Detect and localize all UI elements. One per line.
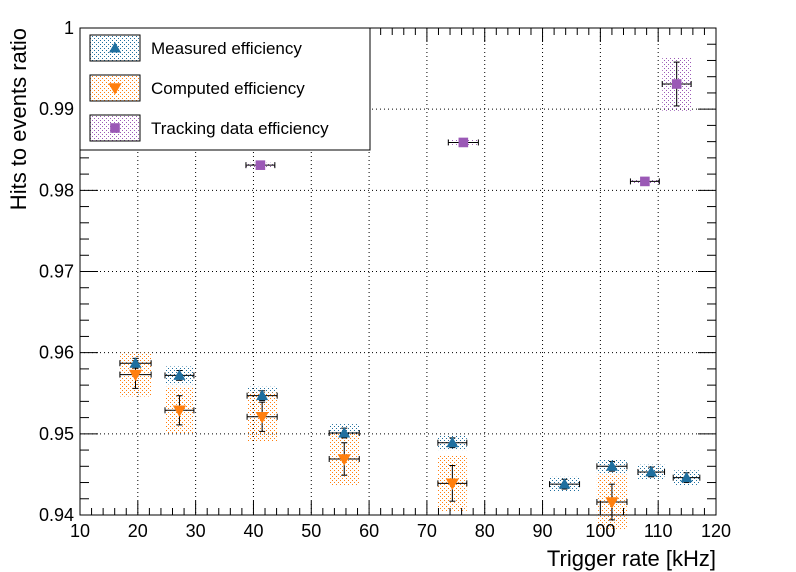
x-tick-label: 110 (644, 521, 673, 541)
computed-efficiencypoint (337, 454, 351, 466)
x-tick-label: 120 (701, 521, 731, 541)
measured-efficiencypoint (173, 369, 186, 380)
measured-efficiencypoint (446, 436, 459, 448)
measured-efficiencypoint (605, 460, 618, 471)
measured-efficiencypoint (129, 357, 142, 368)
x-tick-label: 100 (585, 521, 615, 541)
computed-efficiencypoint (605, 497, 619, 509)
tick-labels: 10 20 30 40 50 60 70 80 90 100 110 120 0.94 0.95 0.96 0… (39, 18, 731, 541)
x-tick-label: 10 (70, 521, 90, 541)
computed-efficiencypoint (445, 478, 459, 490)
x-tick-label: 40 (243, 521, 263, 541)
legend-label: Tracking data efficiency (151, 119, 329, 138)
x-axis-title: Trigger rate [kHz] (547, 546, 716, 571)
computed-efficiencypoint (128, 369, 143, 382)
x-tick-label: 70 (417, 521, 437, 541)
x-tick-label: 50 (301, 521, 321, 541)
y-tick-label: 0.97 (39, 262, 74, 282)
legend-marker-tracking-data-efficiency (110, 123, 120, 133)
legend-marker-computed-efficiency (108, 83, 122, 95)
y-tick-label: 0.96 (39, 343, 74, 363)
legend-label: Measured efficiency (151, 39, 302, 58)
measured-efficiencypoint (680, 471, 693, 483)
computed-efficiencypoint (255, 411, 269, 424)
computed-efficiencypoint (172, 405, 187, 417)
measured-efficiencypoint (256, 389, 269, 401)
x-tick-label: 90 (533, 521, 553, 541)
legend-label: Computed efficiency (151, 79, 305, 98)
y-tick-label: 1 (64, 18, 74, 38)
legend: Measured efficiency Computed efficiency Tr… (79, 27, 371, 151)
x-tick-label: 30 (186, 521, 206, 541)
legend-marker-measured-efficiency (109, 42, 121, 53)
x-tick-label: 80 (475, 521, 495, 541)
y-tick-label: 0.95 (39, 424, 74, 444)
measured-efficiencypoint (558, 478, 571, 489)
measured-efficiencypoint (645, 465, 658, 477)
tracking-data-efficiencypoint (640, 176, 650, 187)
measured-efficiencypoint (338, 427, 351, 438)
y-tick-label: 0.99 (39, 99, 74, 119)
data-markers (128, 79, 693, 509)
tracking-data-efficiencypoint (255, 160, 266, 170)
y-tick-label: 0.98 (39, 180, 74, 200)
y-tick-label: 0.94 (39, 505, 74, 525)
tracking-data-efficiencypoint (458, 137, 469, 148)
x-tick-label: 20 (128, 521, 148, 541)
x-tick-label: 60 (359, 521, 379, 541)
y-axis-title: Hits to events ratio (6, 28, 31, 210)
tracking-data-efficiencypoint (671, 79, 682, 89)
